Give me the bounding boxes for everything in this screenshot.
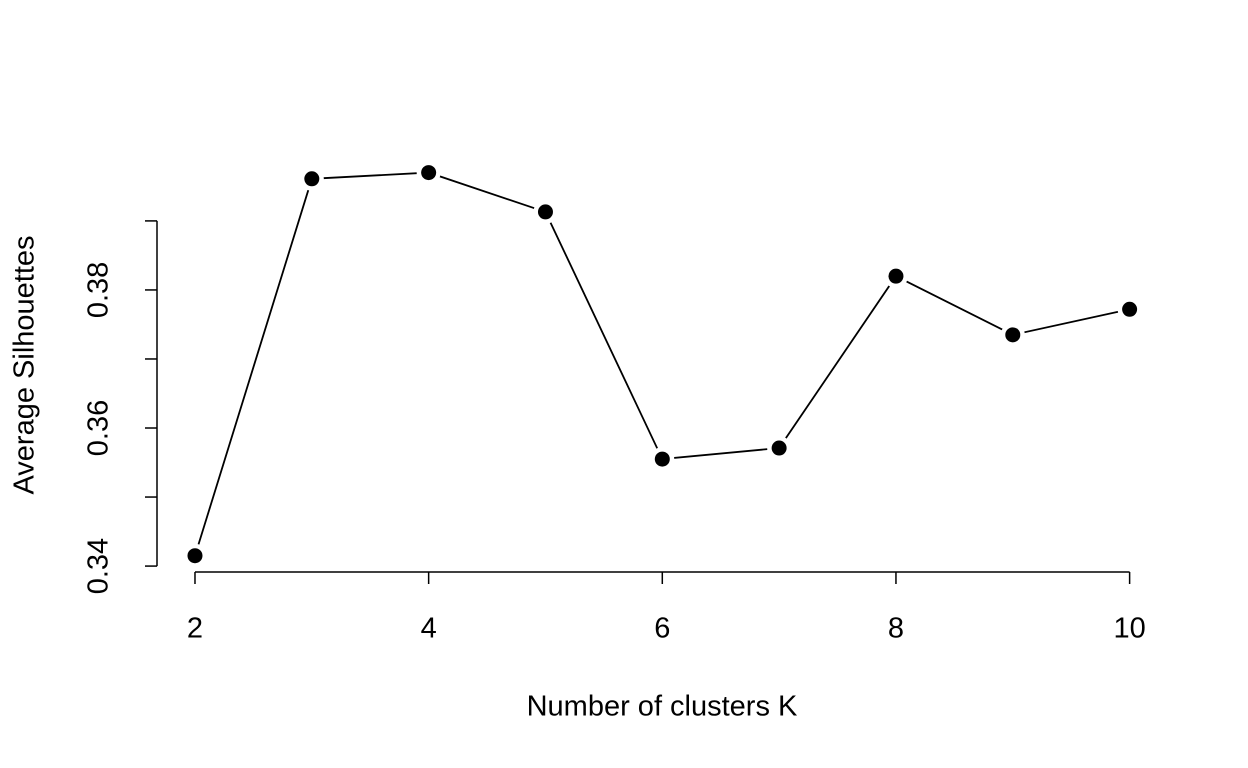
data-point bbox=[1000, 322, 1025, 347]
y-tick-label: 0.38 bbox=[83, 262, 115, 318]
data-point bbox=[299, 166, 324, 191]
x-tick-label: 8 bbox=[888, 613, 904, 645]
data-point bbox=[182, 543, 207, 568]
data-point bbox=[883, 264, 908, 289]
data-point bbox=[533, 199, 558, 224]
x-tick-label: 6 bbox=[654, 613, 670, 645]
data-point bbox=[767, 436, 792, 461]
x-tick-label: 2 bbox=[187, 613, 203, 645]
y-tick-label: 0.36 bbox=[83, 400, 115, 456]
data-point bbox=[416, 160, 441, 185]
data-point bbox=[1117, 297, 1142, 322]
y-axis-title: Average Silhouettes bbox=[9, 235, 41, 494]
y-tick-label: 0.34 bbox=[83, 538, 115, 594]
x-tick-label: 10 bbox=[1113, 613, 1145, 645]
data-point bbox=[650, 447, 675, 472]
x-tick-label: 4 bbox=[421, 613, 437, 645]
x-axis-title: Number of clusters K bbox=[527, 691, 798, 723]
